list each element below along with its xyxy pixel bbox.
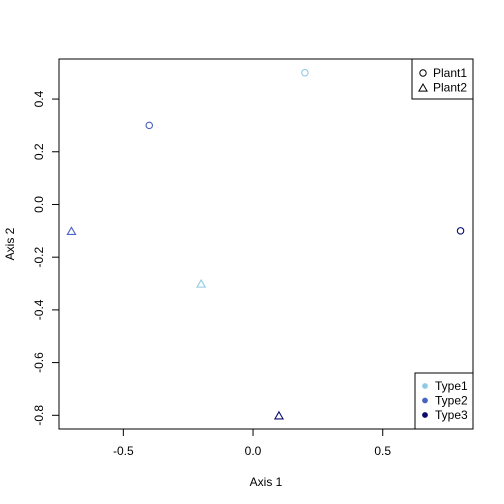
plot-frame [58,58,474,430]
x-axis: -0.5 0.0 0.5 [113,428,391,458]
legend-box [414,372,474,430]
y-axis-title: Axis 2 [3,227,17,260]
data-point [273,410,285,420]
legend-label: Type2 [435,394,468,408]
x-tick-label: -0.5 [113,444,134,458]
legend-label: Plant1 [433,66,467,80]
legend-key-circle [419,69,427,77]
y-axis: -0.8 -0.6 -0.4 -0.2 0.0 0.2 0.4 [32,90,60,426]
data-points [66,68,465,420]
legend-label: Plant2 [433,81,467,95]
y-tick-label: 0.2 [32,143,46,160]
y-tick-label: 0.4 [32,90,46,107]
data-point [66,226,77,235]
y-tick-label: -0.2 [32,247,46,268]
y-tick-label: 0.0 [32,196,46,213]
legend-key-triangle [418,82,428,92]
x-tick-label: 0.0 [245,444,262,458]
legend-label: Type3 [435,408,468,422]
x-tick-label: 0.5 [374,444,391,458]
legend-key-dot [422,412,428,418]
data-point [196,278,207,288]
data-point [145,121,154,130]
legend-label: Type1 [435,379,468,393]
legend-key-dot [422,397,428,404]
data-point [301,68,309,77]
y-tick-label: -0.8 [32,405,46,426]
legend-key-dot [422,383,428,389]
y-tick-label: -0.6 [32,352,46,373]
y-tick-label: -0.4 [32,299,46,320]
data-point [456,227,465,235]
legend-box [411,58,474,100]
x-axis-title: Axis 1 [250,475,283,489]
